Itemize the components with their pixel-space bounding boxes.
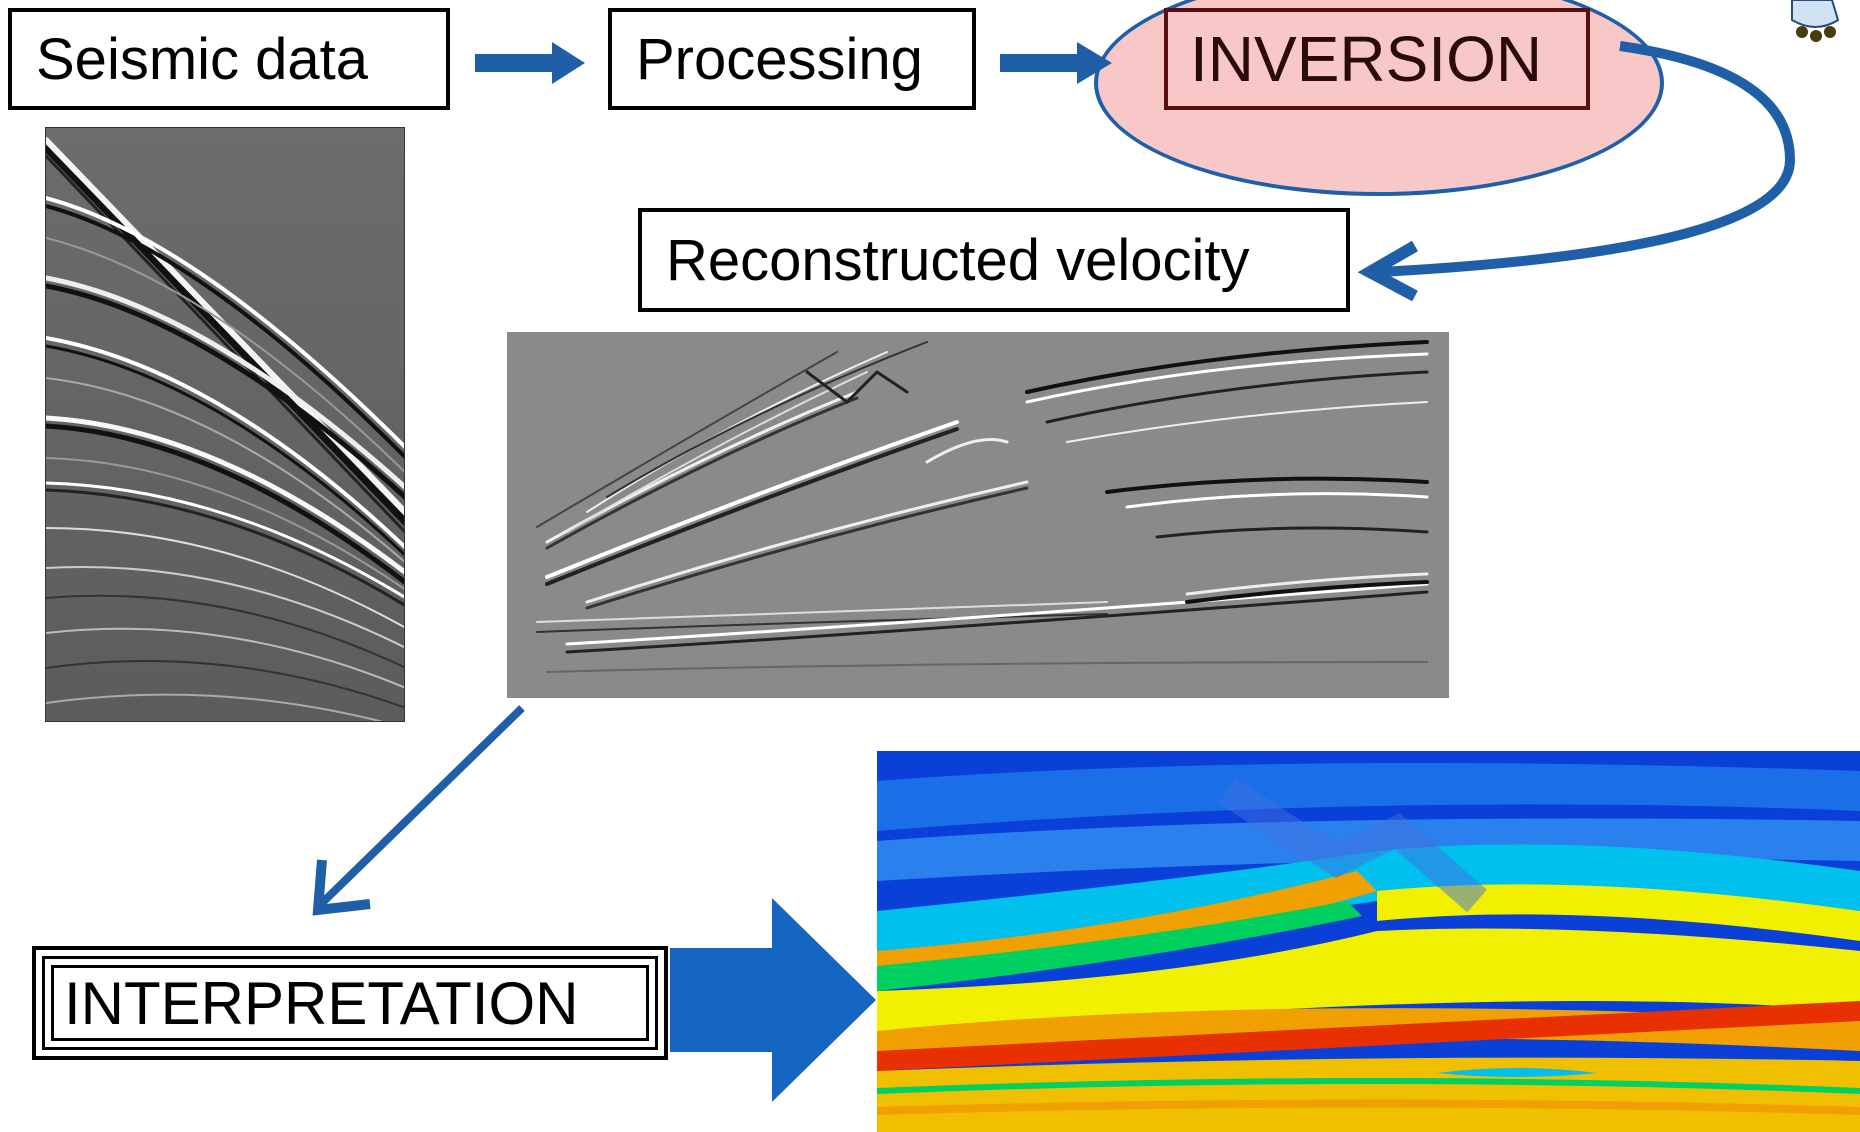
- reconstructed-velocity-label: Reconstructed velocity: [666, 227, 1249, 294]
- interpretation-box: INTERPRETATION: [32, 946, 668, 1060]
- interpreted-velocity-model-image: [877, 751, 1860, 1132]
- interpretation-label: INTERPRETATION: [64, 969, 578, 1038]
- inversion-box: INVERSION: [1164, 8, 1590, 110]
- processing-box: Processing: [608, 8, 976, 110]
- seismic-shot-gather-image: [45, 127, 405, 722]
- inversion-label: INVERSION: [1190, 22, 1542, 96]
- arrow-interpretation-to-model: [670, 898, 876, 1102]
- arrow-seismic-to-processing: [475, 42, 585, 84]
- migrated-seismic-section-image: [507, 332, 1449, 698]
- arrow-velocity-to-interpretation: [318, 708, 522, 910]
- processing-label: Processing: [636, 26, 923, 93]
- logo-icon: [1772, 0, 1860, 46]
- seismic-data-label: Seismic data: [36, 26, 368, 93]
- seismic-data-box: Seismic data: [8, 8, 450, 110]
- reconstructed-velocity-box: Reconstructed velocity: [638, 208, 1350, 312]
